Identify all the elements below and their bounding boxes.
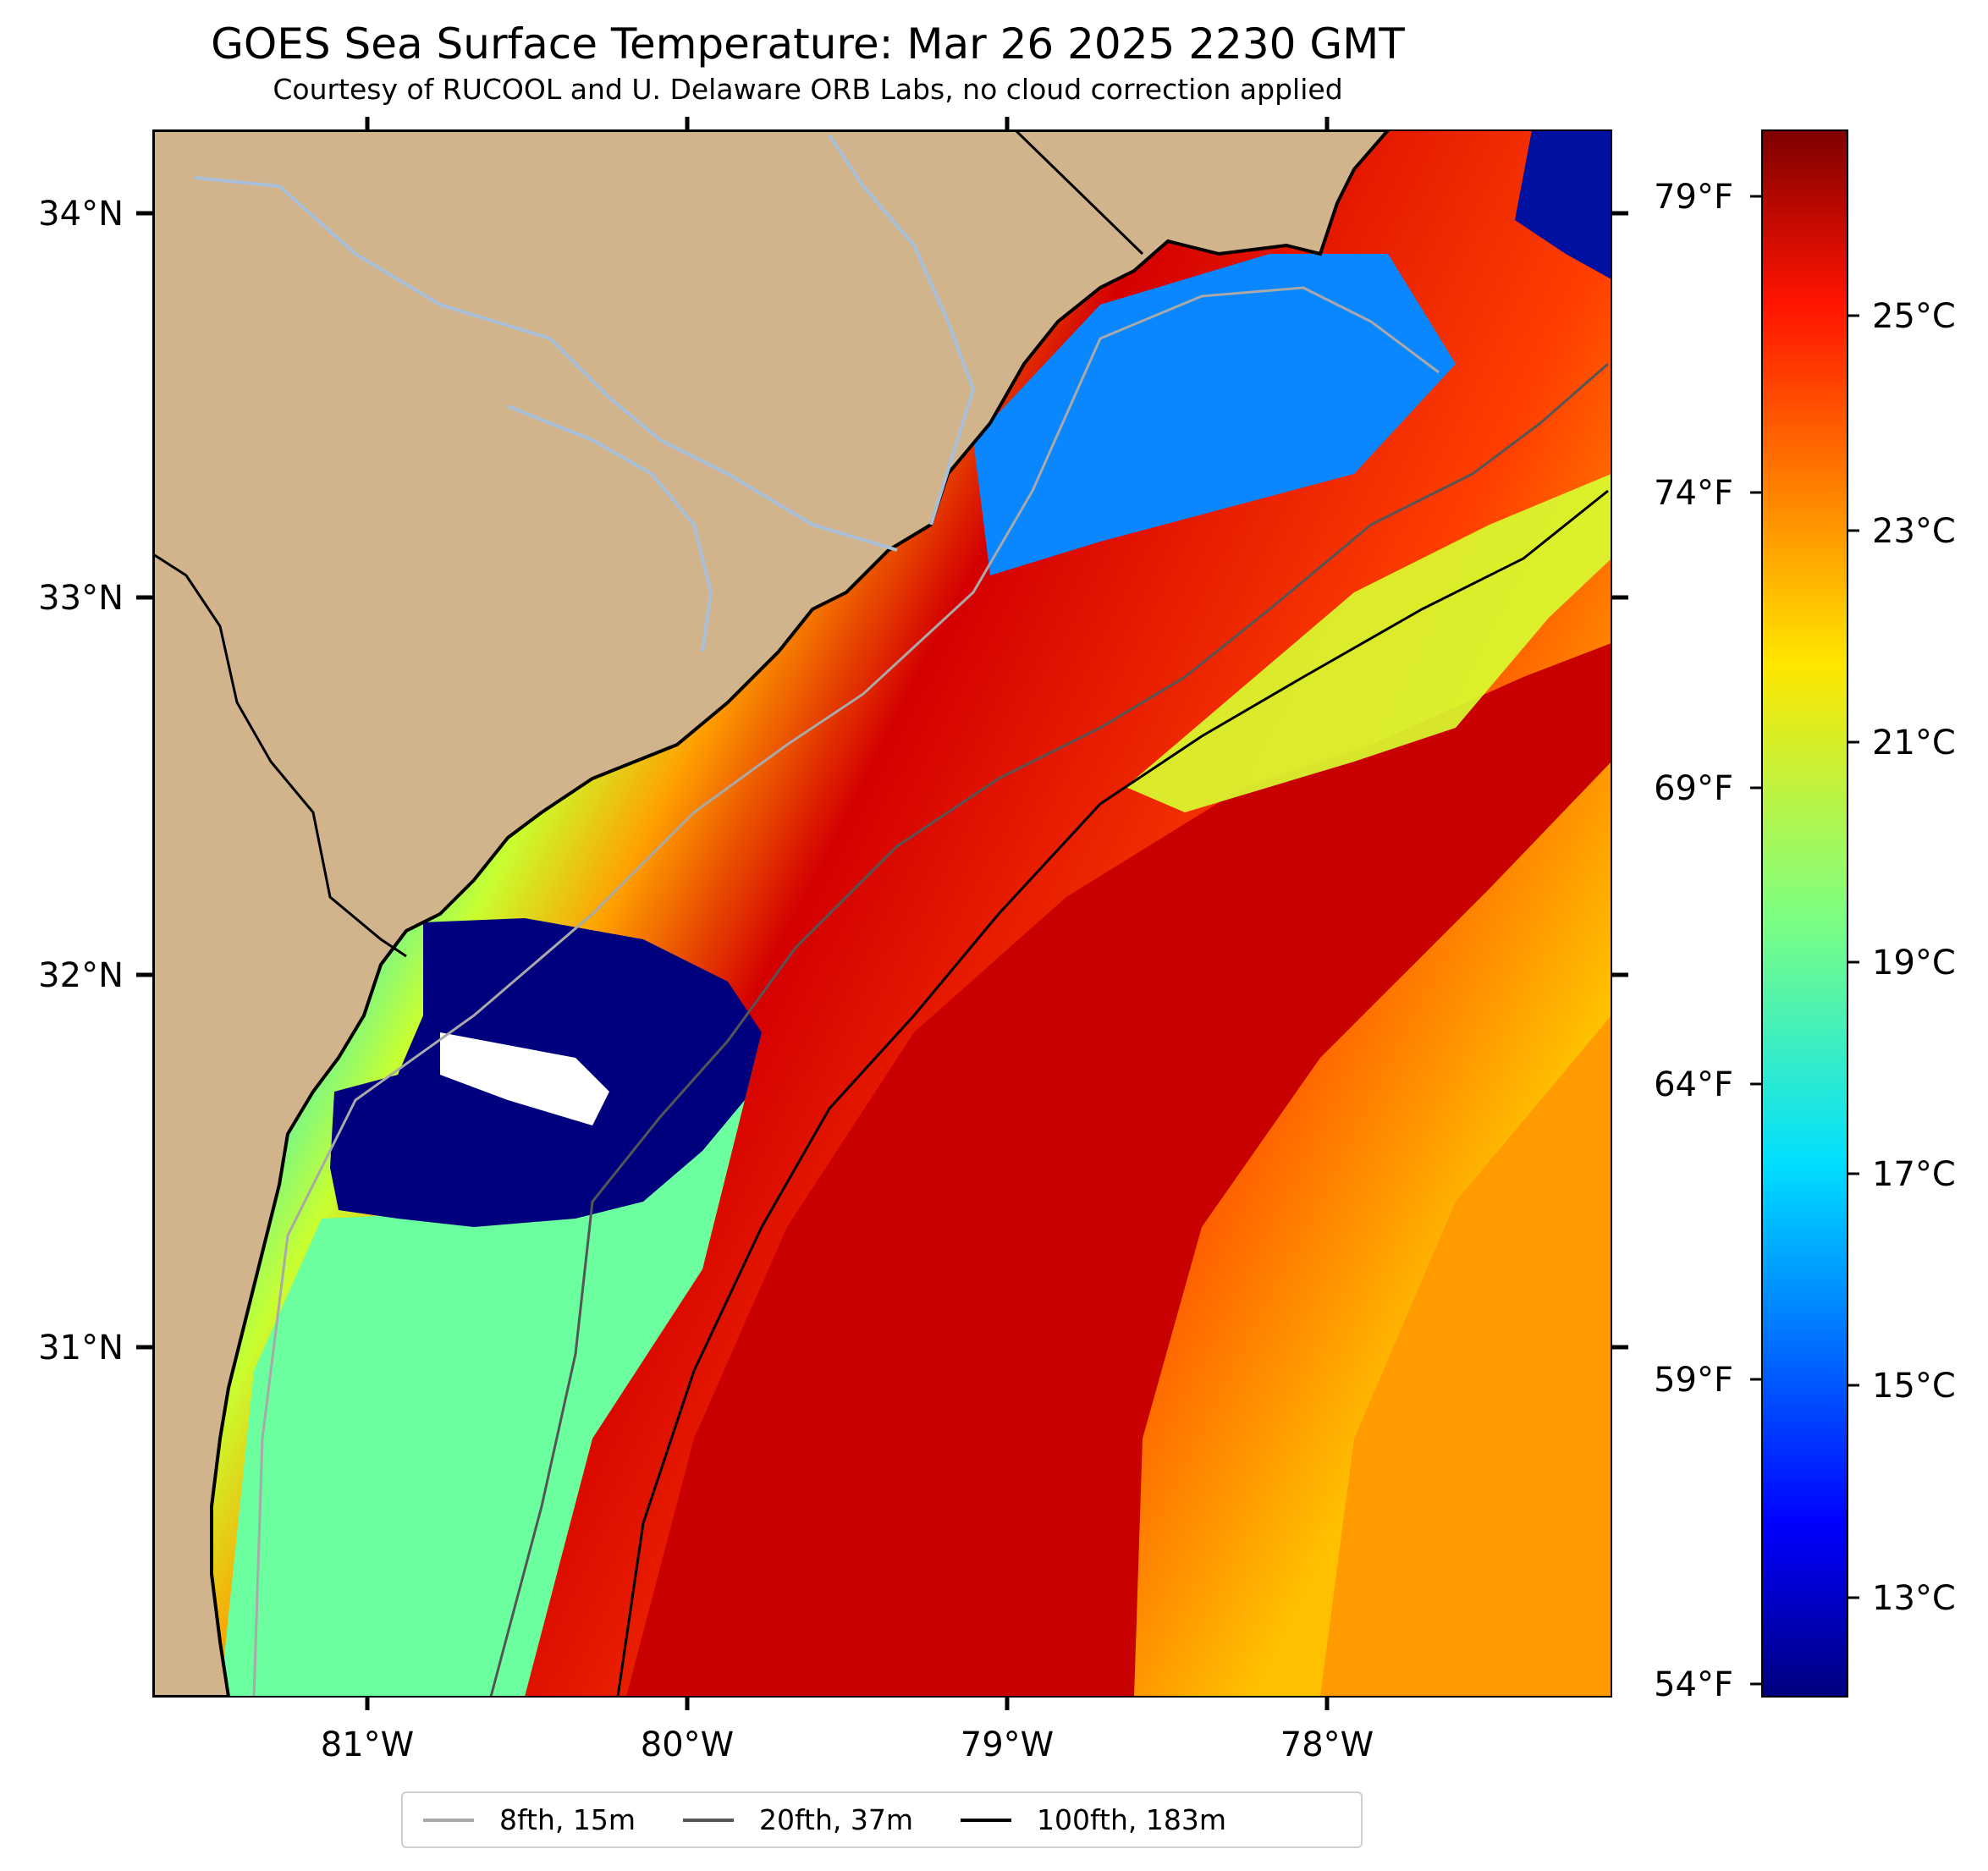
- warm-offshore: [1320, 1015, 1611, 1697]
- celsius-label: 21°C: [1872, 724, 1956, 762]
- state-border: [153, 553, 407, 958]
- legend-label: 20fth, 37m: [759, 1803, 914, 1836]
- lon-label: 78°W: [1280, 1725, 1374, 1764]
- lat-label: 32°N: [38, 956, 124, 995]
- isobath-20fth: [489, 362, 1609, 1697]
- land-mass: [153, 130, 1390, 1697]
- isobath-100fth: [616, 489, 1609, 1697]
- fahrenheit-label: 69°F: [1654, 769, 1733, 808]
- lon-ticks: [365, 117, 1330, 1710]
- celsius-label: 19°C: [1872, 944, 1956, 982]
- colorbar: [1761, 129, 1848, 1698]
- fahrenheit-label: 59°F: [1654, 1361, 1733, 1400]
- legend-line-20fth: [683, 1818, 735, 1822]
- legend-item-8fth: 8fth, 15m: [423, 1803, 636, 1836]
- fahrenheit-label: 64°F: [1654, 1065, 1733, 1104]
- celsius-label: 25°C: [1872, 297, 1956, 336]
- lon-label: 79°W: [961, 1725, 1054, 1764]
- state-border: [1014, 130, 1144, 256]
- celsius-label: 23°C: [1872, 512, 1956, 551]
- legend-item-100fth: 100fth, 183m: [961, 1803, 1226, 1836]
- lon-label: 81°W: [321, 1725, 414, 1764]
- lat-label: 31°N: [38, 1329, 124, 1367]
- legend-label: 8fth, 15m: [499, 1803, 636, 1836]
- no-data-band: [440, 1032, 609, 1125]
- river: [194, 176, 898, 552]
- celsius-label: 17°C: [1872, 1155, 1956, 1194]
- map-subtitle: Courtesy of RUCOOL and U. Delaware ORB L…: [273, 73, 1343, 106]
- cold-patch-north: [1515, 130, 1611, 279]
- isobath-8fth: [252, 286, 1440, 1697]
- celsius-ticks: [1848, 314, 1859, 1599]
- legend-line-8fth: [423, 1818, 474, 1822]
- legend-label: 100fth, 183m: [1037, 1803, 1227, 1836]
- gulf-stream-core: [626, 643, 1611, 1697]
- shelf-front: [1126, 474, 1611, 812]
- isobath-legend: 8fth, 15m 20fth, 37m 100fth, 183m: [401, 1791, 1363, 1848]
- fahrenheit-label: 79°F: [1654, 178, 1733, 217]
- map-title: GOES Sea Surface Temperature: Mar 26 202…: [211, 19, 1405, 69]
- lat-label: 33°N: [38, 579, 124, 618]
- legend-line-100fth: [961, 1818, 1012, 1822]
- lon-label: 80°W: [641, 1725, 734, 1764]
- river: [828, 134, 976, 526]
- lat-label: 34°N: [38, 195, 124, 234]
- map-frame: [152, 129, 1612, 1698]
- river: [507, 404, 713, 652]
- fahrenheit-label: 54°F: [1654, 1665, 1733, 1704]
- legend-item-20fth: 20fth, 37m: [683, 1803, 913, 1836]
- celsius-label: 15°C: [1872, 1367, 1956, 1406]
- fahrenheit-label: 74°F: [1654, 474, 1733, 513]
- fahrenheit-ticks: [1750, 195, 1762, 1686]
- cold-shelf-north: [973, 254, 1456, 575]
- lat-ticks: [136, 211, 1628, 1350]
- celsius-label: 13°C: [1872, 1579, 1956, 1618]
